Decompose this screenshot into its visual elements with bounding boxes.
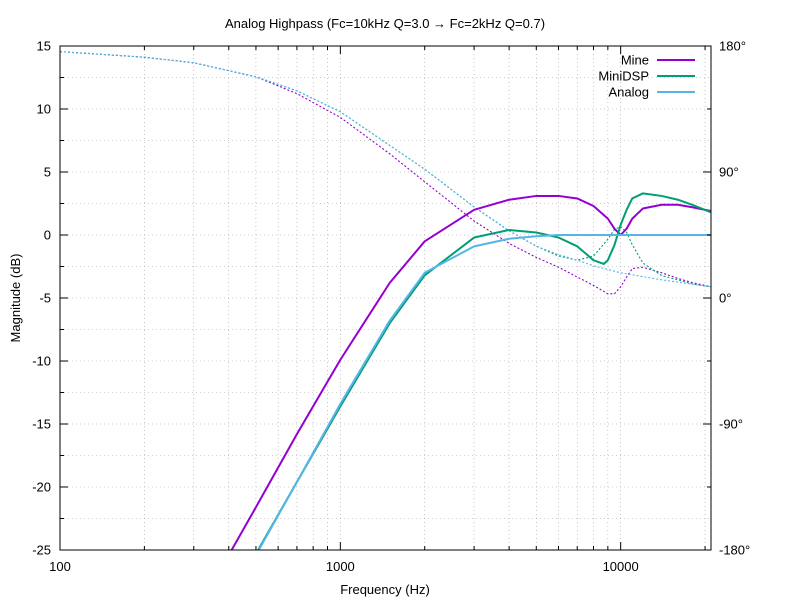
y-tick-label: 0 <box>44 228 51 243</box>
legend-label-mine: Mine <box>621 53 649 68</box>
y-tick-label: -15 <box>32 417 51 432</box>
y-tick-label: 5 <box>44 165 51 180</box>
magnitude-line-mine <box>230 194 711 550</box>
magnitude-line-analog <box>257 234 711 550</box>
ticks <box>59 45 711 551</box>
y2-tick-label: 180° <box>719 39 746 54</box>
chart-title: Analog Highpass (Fc=10kHz Q=3.0 → Fc=2kH… <box>225 16 545 31</box>
x-axis-label: Frequency (Hz) <box>340 582 430 597</box>
y2-tick-labels: -180° -90° 0° 90° 180° <box>719 39 750 558</box>
phase-line-minidsp <box>60 51 711 288</box>
phase-line-analog <box>60 51 711 288</box>
phase-curves <box>60 51 711 295</box>
x-tick-labels: 100 1000 10000 <box>49 559 639 574</box>
y-tick-label: 15 <box>37 39 51 54</box>
y-tick-label: -5 <box>39 291 51 306</box>
y-tick-label: -20 <box>32 480 51 495</box>
y-tick-label: -10 <box>32 354 51 369</box>
y-tick-labels: -25 -20 -15 -10 -5 0 5 10 15 <box>32 39 51 558</box>
plot-frame <box>59 45 712 551</box>
legend-label-analog: Analog <box>609 85 649 100</box>
legend-label-minidsp: MiniDSP <box>598 69 649 84</box>
y-tick-label: 10 <box>37 102 51 117</box>
x-tick-label: 10000 <box>603 559 639 574</box>
y2-tick-label: -180° <box>719 543 750 558</box>
phase-line-mine <box>60 51 711 295</box>
y-axis-label: Magnitude (dB) <box>8 254 23 343</box>
grid <box>60 46 711 550</box>
magnitude-line-minidsp <box>256 192 711 550</box>
y2-tick-label: -90° <box>719 417 743 432</box>
magnitude-curves <box>230 192 711 550</box>
y2-tick-label: 90° <box>719 165 739 180</box>
y-tick-label: -25 <box>32 543 51 558</box>
y2-tick-label: 0° <box>719 291 731 306</box>
x-tick-label: 1000 <box>326 559 355 574</box>
x-tick-label: 100 <box>49 559 71 574</box>
